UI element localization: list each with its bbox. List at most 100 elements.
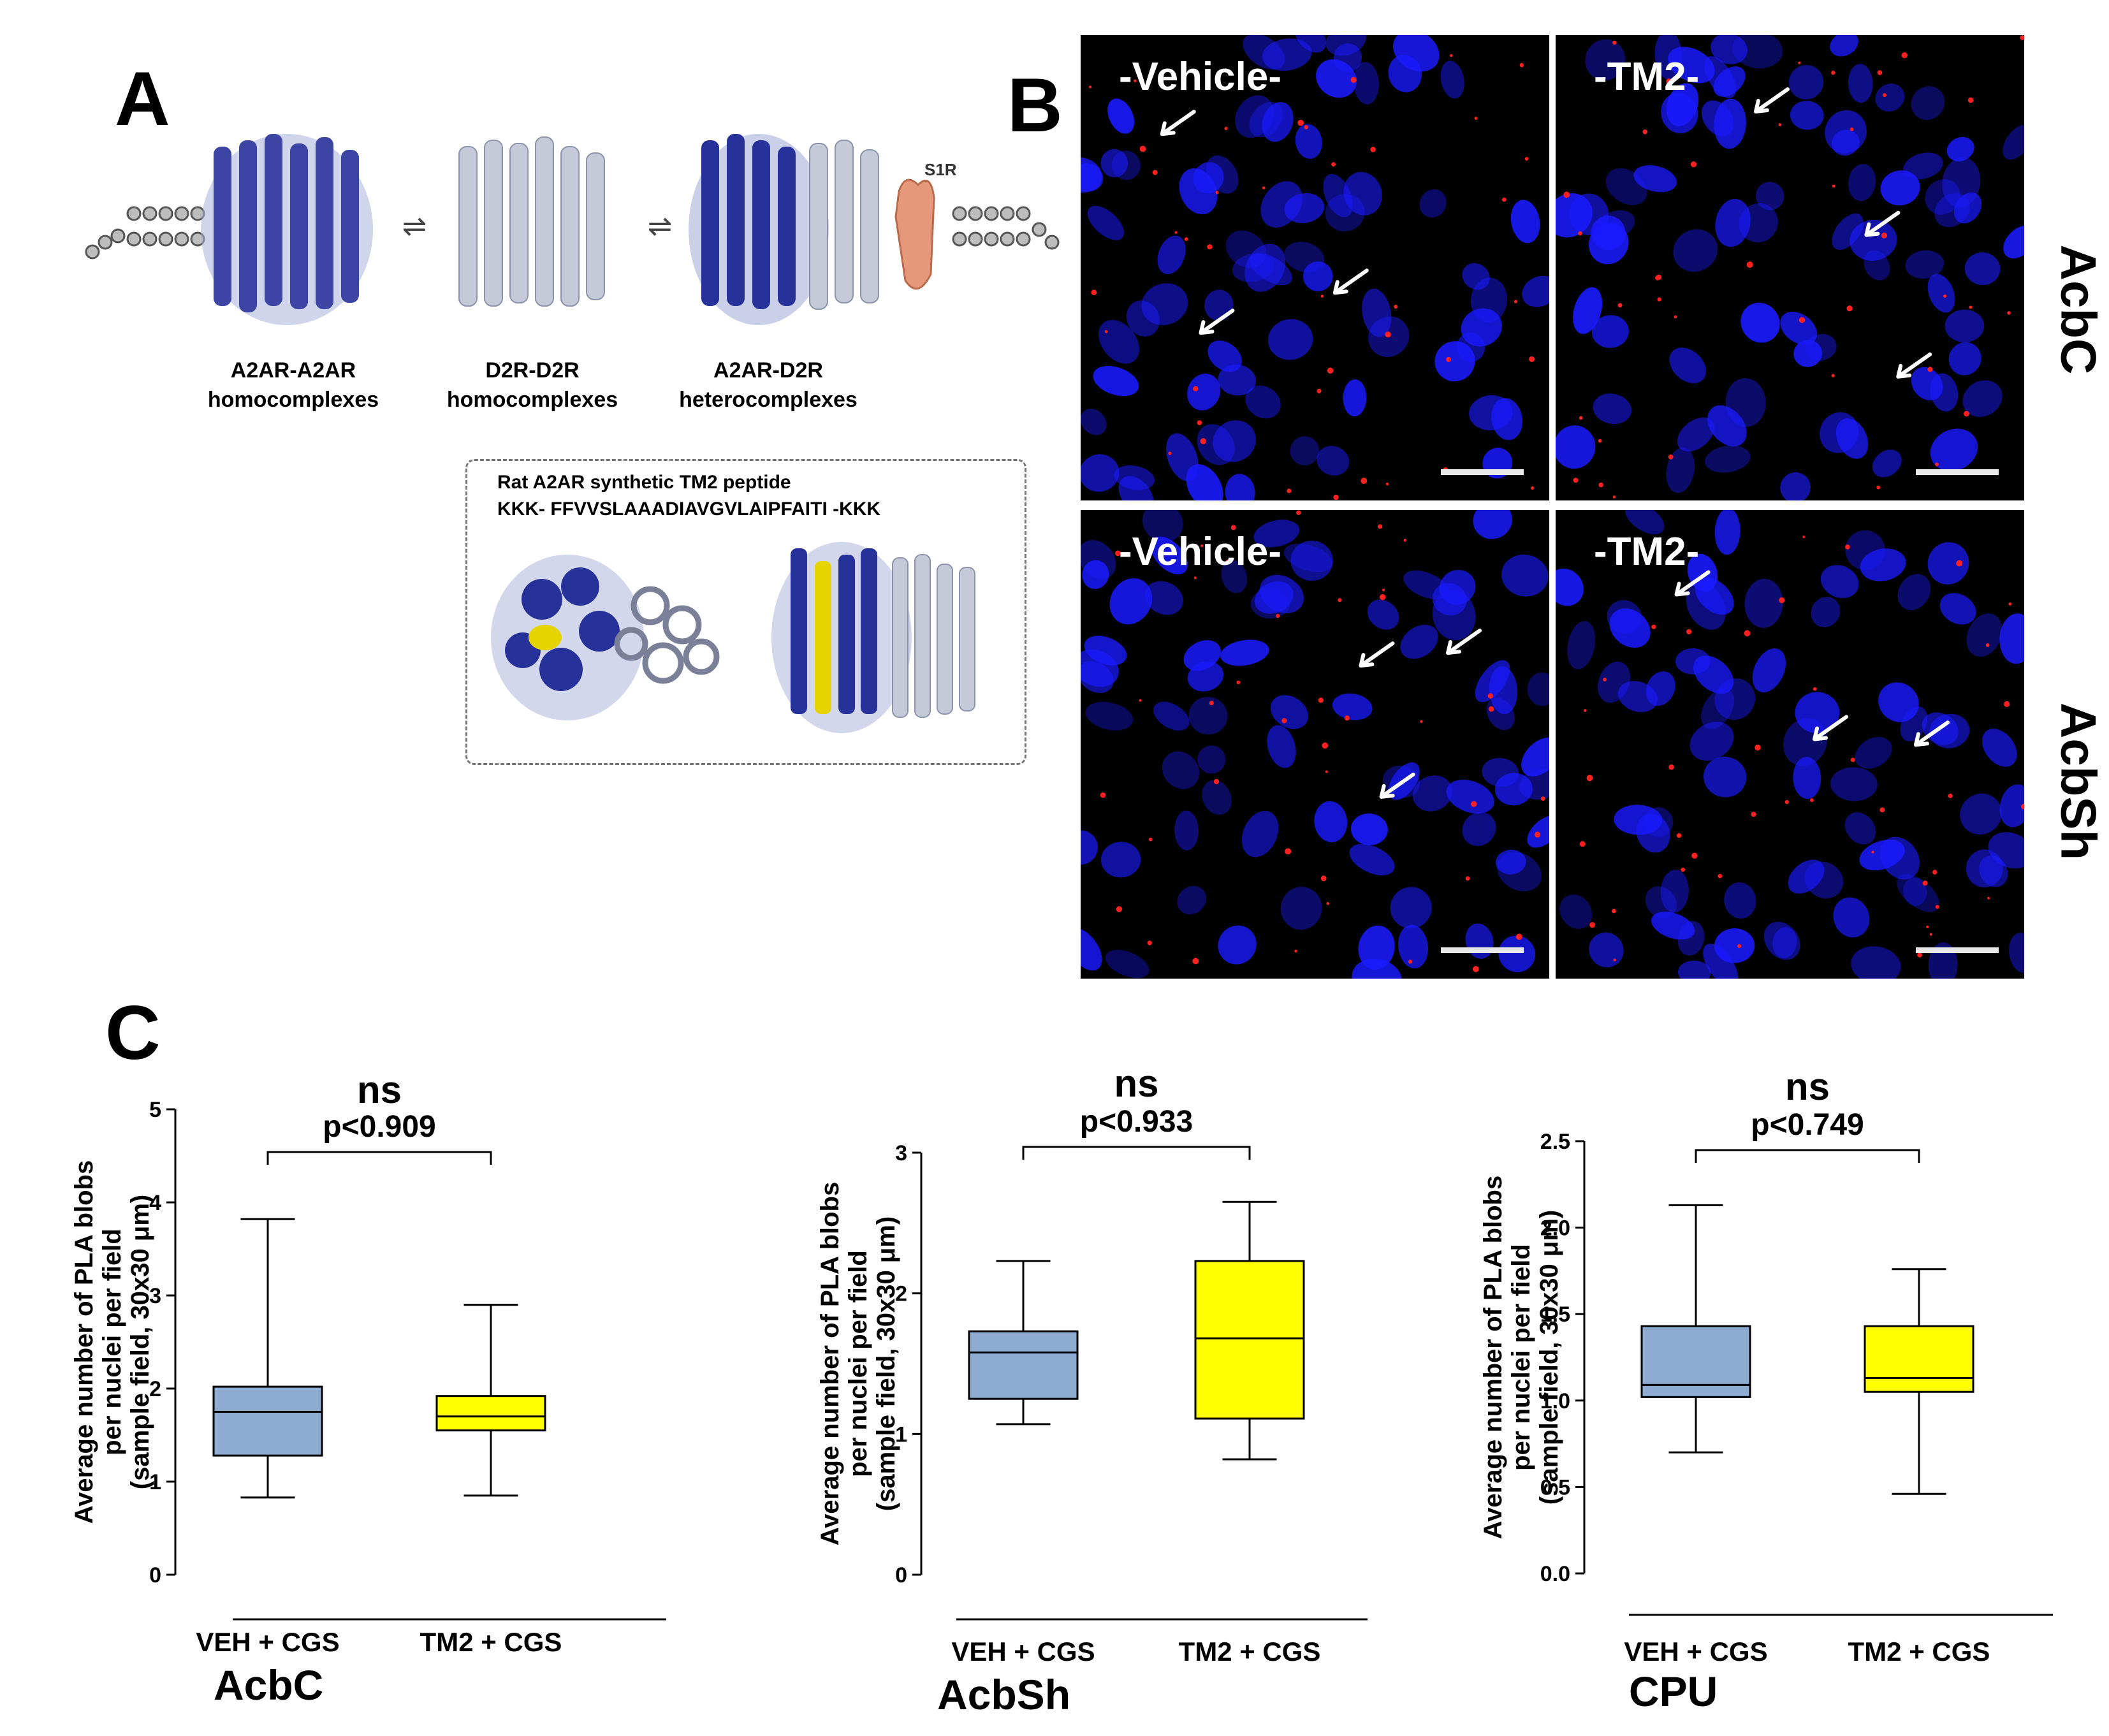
significance-label: ns bbox=[1785, 1065, 1830, 1108]
pla-blob bbox=[1474, 117, 1478, 120]
y-axis-label: per nuclei per field bbox=[1507, 1244, 1535, 1471]
nucleus bbox=[1930, 373, 1959, 412]
nucleus bbox=[2003, 124, 2024, 160]
pla-blob bbox=[1344, 715, 1350, 721]
pla-blob bbox=[1174, 231, 1178, 234]
nucleus bbox=[1220, 639, 1269, 666]
complex-label-a2ar-d2r: A2AR-D2R heterocomplexes bbox=[679, 358, 857, 412]
inset-structures bbox=[491, 542, 975, 733]
nucleus bbox=[1235, 95, 1274, 138]
pla-blob bbox=[1668, 454, 1674, 460]
nucleus bbox=[1501, 554, 1549, 597]
significance-label: ns bbox=[1114, 1062, 1158, 1105]
nucleus bbox=[1703, 756, 1747, 798]
pla-blob bbox=[2021, 803, 2024, 810]
nuclei-field bbox=[1081, 35, 1549, 500]
nucleus bbox=[1491, 398, 1523, 441]
nucleus bbox=[1999, 613, 2024, 664]
box-tm2-cgs bbox=[1194, 1200, 1305, 1461]
pla-blob bbox=[1802, 536, 1806, 539]
iqr-box bbox=[968, 1330, 1079, 1400]
nucleus bbox=[1202, 780, 1232, 815]
nucleus bbox=[2003, 225, 2024, 259]
pla-blob bbox=[1331, 162, 1336, 167]
complex-label-d2r-d2r: D2R-D2R homocomplexes bbox=[446, 358, 618, 412]
nucleus bbox=[1585, 39, 1626, 81]
nucleus bbox=[1673, 229, 1718, 272]
pla-blob bbox=[1809, 798, 1814, 803]
nucleus bbox=[1689, 722, 1734, 761]
inset-title: Rat A2AR synthetic TM2 peptide bbox=[497, 472, 791, 493]
x-category-label: TM2 + CGS bbox=[1179, 1637, 1321, 1667]
nucleus bbox=[1715, 198, 1751, 247]
nucleus bbox=[1693, 655, 1734, 694]
pla-blob bbox=[1751, 812, 1756, 817]
pla-blob bbox=[1193, 386, 1199, 391]
nucleus bbox=[1624, 510, 1665, 535]
pla-blob bbox=[1377, 524, 1383, 529]
nucleus bbox=[1855, 736, 1892, 769]
y-tick-label: 0.5 bbox=[1540, 1475, 1570, 1499]
nucleus bbox=[1707, 405, 1747, 447]
nucleus bbox=[1446, 780, 1494, 814]
a2ar-homodimer bbox=[201, 134, 373, 325]
nucleus bbox=[1897, 874, 1939, 912]
pla-blob bbox=[1883, 93, 1886, 98]
nucleus bbox=[1939, 593, 1976, 625]
pla-blob bbox=[1148, 837, 1153, 842]
nucleus bbox=[1646, 671, 1675, 706]
pla-blob bbox=[1798, 61, 1801, 64]
row-label-acbc: AcbC bbox=[2050, 244, 2107, 375]
pla-blob bbox=[1320, 295, 1324, 298]
nucleus bbox=[1111, 150, 1141, 180]
nucleus bbox=[1793, 340, 1823, 367]
nucleus bbox=[1267, 725, 1296, 768]
nucleus bbox=[1859, 840, 1905, 871]
pla-blob bbox=[1586, 775, 1593, 782]
nucleus bbox=[1332, 693, 1373, 720]
significance-bracket bbox=[266, 1151, 492, 1165]
nucleus bbox=[1290, 540, 1333, 581]
nucleus bbox=[1142, 510, 1183, 543]
pla-blob bbox=[1932, 870, 1938, 875]
nucleus bbox=[1081, 661, 1114, 694]
nucleus bbox=[1105, 949, 1149, 979]
nucleus bbox=[1964, 252, 2001, 286]
pla-blob bbox=[1446, 357, 1452, 362]
nucleus bbox=[1930, 428, 1978, 472]
nucleus bbox=[1832, 213, 1864, 250]
scale-bar bbox=[1441, 469, 1524, 475]
nucleus bbox=[1303, 261, 1333, 291]
nucleus bbox=[1960, 793, 2002, 835]
pla-blob bbox=[1956, 560, 1963, 567]
nucleus bbox=[1225, 474, 1255, 500]
pla-blob bbox=[1200, 438, 1206, 444]
nucleus bbox=[1556, 425, 1596, 469]
y-tick-label: 2.0 bbox=[1540, 1216, 1570, 1241]
pla-blob bbox=[1325, 770, 1328, 773]
pla-blob bbox=[1515, 933, 1522, 940]
region-label-acbsh: AcbSh bbox=[937, 1671, 1071, 1718]
arrow-indicator bbox=[1913, 720, 1950, 747]
pla-blob bbox=[1225, 559, 1230, 564]
a2ar-d2r-heterodimer bbox=[689, 134, 879, 325]
pla-blob bbox=[2004, 701, 2010, 707]
pla-blob bbox=[2007, 311, 2011, 315]
nucleus bbox=[1589, 932, 1624, 968]
x-category-label: VEH + CGS bbox=[1624, 1637, 1767, 1667]
nucleus bbox=[1903, 877, 1927, 907]
nucleus bbox=[1793, 757, 1821, 799]
nucleus bbox=[1999, 784, 2024, 828]
pla-blob bbox=[1209, 701, 1214, 706]
nucleus bbox=[1966, 613, 2003, 657]
nucleus bbox=[1179, 168, 1218, 215]
nucleus bbox=[1482, 757, 1519, 787]
nucleus bbox=[1141, 283, 1188, 326]
nucleus bbox=[1666, 447, 1695, 493]
y-axis-label: Average number of PLA blobs bbox=[70, 1160, 98, 1524]
pla-blob bbox=[1846, 305, 1853, 312]
pla-blob bbox=[1573, 478, 1579, 483]
pla-blob bbox=[1322, 742, 1329, 749]
nucleus bbox=[1522, 275, 1549, 307]
pla-blob bbox=[1317, 388, 1322, 393]
